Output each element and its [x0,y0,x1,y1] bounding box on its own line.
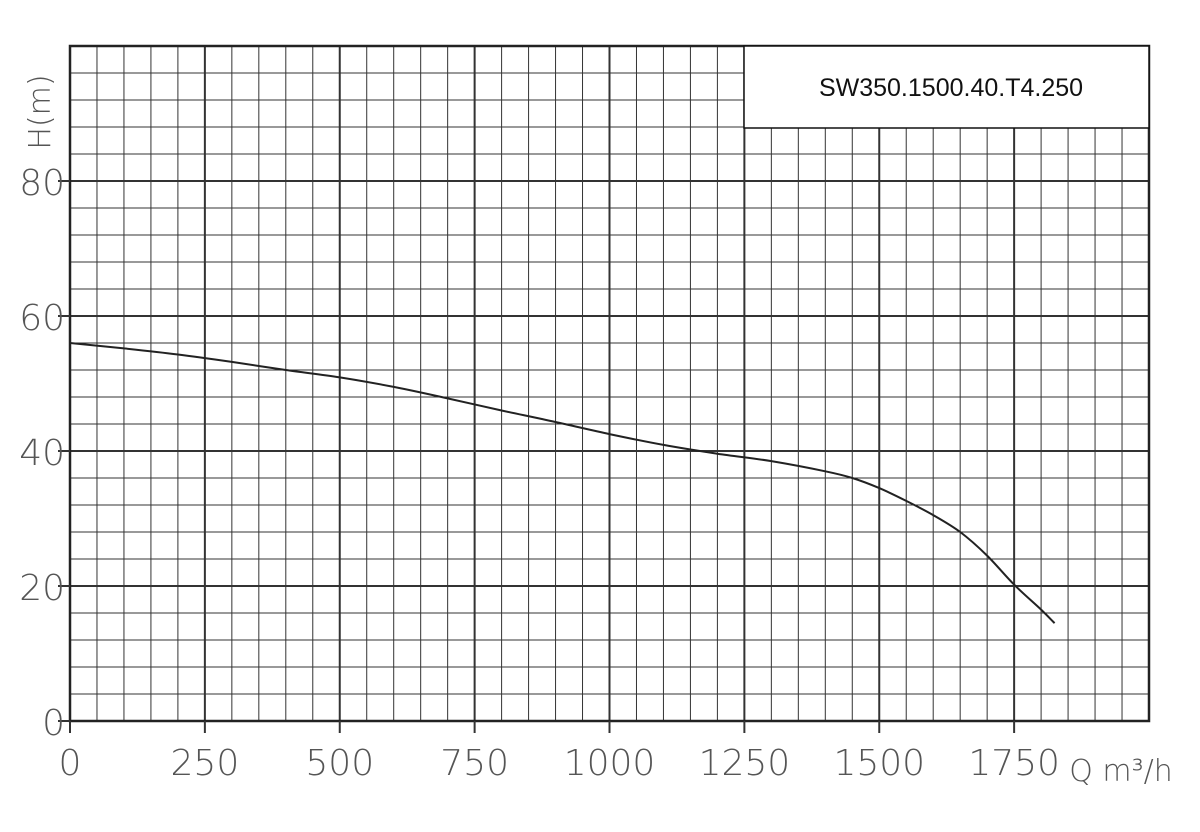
x-tick-label: 1000 [564,743,656,784]
y-axis-label: H(m) [23,74,58,149]
x-tick-label: 1250 [699,743,791,784]
grid [68,44,1151,723]
y-tick-label: 80 [19,163,65,204]
y-tick-label: 60 [19,298,65,339]
chart-title: SW350.1500.40.T4.250 [819,74,1083,102]
x-tick-label: 0 [59,743,82,784]
x-tick-label: 750 [440,743,509,784]
y-tick-label: 20 [19,568,65,609]
y-tick-label: 40 [19,433,65,474]
x-axis-label: Q m³/h [1069,754,1173,789]
tick-labels: 0 20 40 60 80 0 250 500 750 1000 1250 1500 1750 [19,163,1060,784]
x-tick-label: 1500 [833,743,925,784]
title-box [743,45,1150,129]
x-tick-label: 500 [305,743,374,784]
head-curve-line [69,342,1056,624]
x-tick-label: 250 [171,743,240,784]
y-tick-label: 0 [42,703,65,744]
x-tick-label: 1750 [968,743,1060,784]
